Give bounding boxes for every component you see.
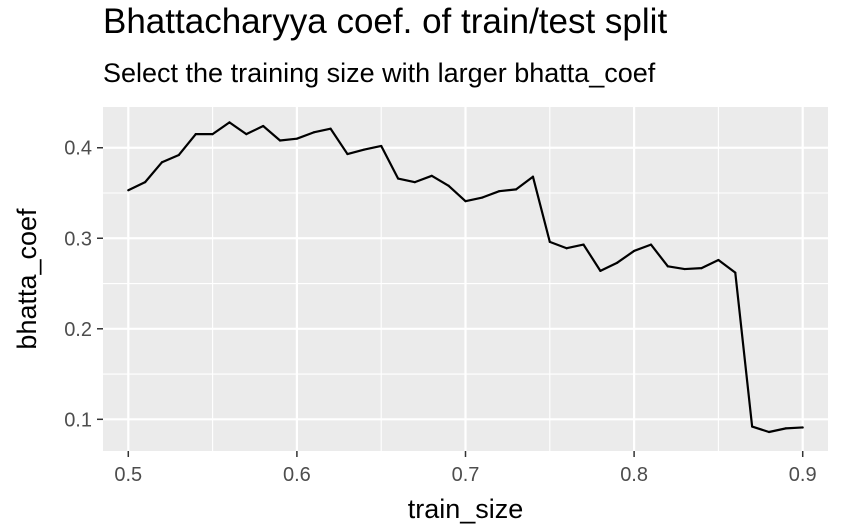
data-point bbox=[447, 184, 450, 187]
y-tick-label: 0.2 bbox=[64, 319, 92, 341]
data-point bbox=[801, 426, 804, 429]
x-axis: 0.5 0.6 0.7 0.8 0.9 bbox=[114, 451, 817, 486]
x-tick-label: 0.7 bbox=[452, 464, 480, 486]
data-point bbox=[144, 181, 147, 184]
x-tick-label: 0.9 bbox=[789, 464, 817, 486]
data-point bbox=[228, 121, 231, 124]
data-point bbox=[194, 133, 197, 136]
data-point bbox=[396, 177, 400, 180]
y-axis: 0.1 0.2 0.3 0.4 bbox=[64, 138, 103, 431]
data-point bbox=[531, 175, 535, 178]
data-point bbox=[582, 243, 585, 246]
x-axis-title: train_size bbox=[408, 494, 524, 524]
x-tick-label: 0.5 bbox=[114, 464, 142, 486]
x-tick-label: 0.6 bbox=[283, 464, 311, 486]
data-point bbox=[548, 240, 551, 243]
y-tick-label: 0.4 bbox=[64, 138, 92, 160]
data-point bbox=[784, 427, 787, 430]
data-point bbox=[430, 174, 433, 177]
data-point bbox=[363, 148, 366, 151]
data-point bbox=[565, 247, 568, 250]
data-point bbox=[514, 188, 518, 191]
y-tick-label: 0.1 bbox=[64, 409, 92, 431]
y-axis-title: bhatta_coef bbox=[12, 208, 42, 350]
data-point bbox=[700, 267, 703, 270]
data-point bbox=[734, 271, 737, 274]
data-point bbox=[413, 181, 417, 184]
data-point bbox=[127, 189, 130, 192]
data-point bbox=[245, 133, 248, 136]
data-point bbox=[380, 144, 383, 148]
data-point bbox=[211, 133, 214, 136]
y-tick-label: 0.3 bbox=[64, 228, 92, 250]
data-point bbox=[751, 425, 754, 428]
data-point bbox=[262, 124, 265, 128]
data-points bbox=[127, 121, 804, 434]
chart-subtitle: Select the training size with larger bha… bbox=[103, 58, 656, 88]
data-point bbox=[633, 249, 636, 253]
data-point bbox=[717, 258, 720, 262]
data-point bbox=[278, 139, 282, 142]
data-point bbox=[666, 265, 669, 268]
data-point bbox=[464, 200, 467, 203]
data-point bbox=[177, 153, 180, 157]
data-point bbox=[616, 261, 619, 264]
x-tick-label: 0.8 bbox=[620, 464, 648, 486]
data-point bbox=[481, 196, 484, 199]
data-point bbox=[683, 267, 686, 271]
data-point bbox=[329, 127, 332, 130]
chart-title: Bhattacharyya coef. of train/test split bbox=[103, 2, 668, 41]
data-point bbox=[312, 131, 315, 134]
data-point bbox=[649, 243, 653, 246]
data-point bbox=[767, 430, 771, 434]
data-point bbox=[346, 152, 349, 156]
data-point bbox=[160, 161, 164, 164]
data-point bbox=[498, 190, 501, 193]
data-point bbox=[599, 269, 602, 272]
major-gridlines bbox=[103, 107, 828, 451]
data-point bbox=[295, 137, 298, 140]
